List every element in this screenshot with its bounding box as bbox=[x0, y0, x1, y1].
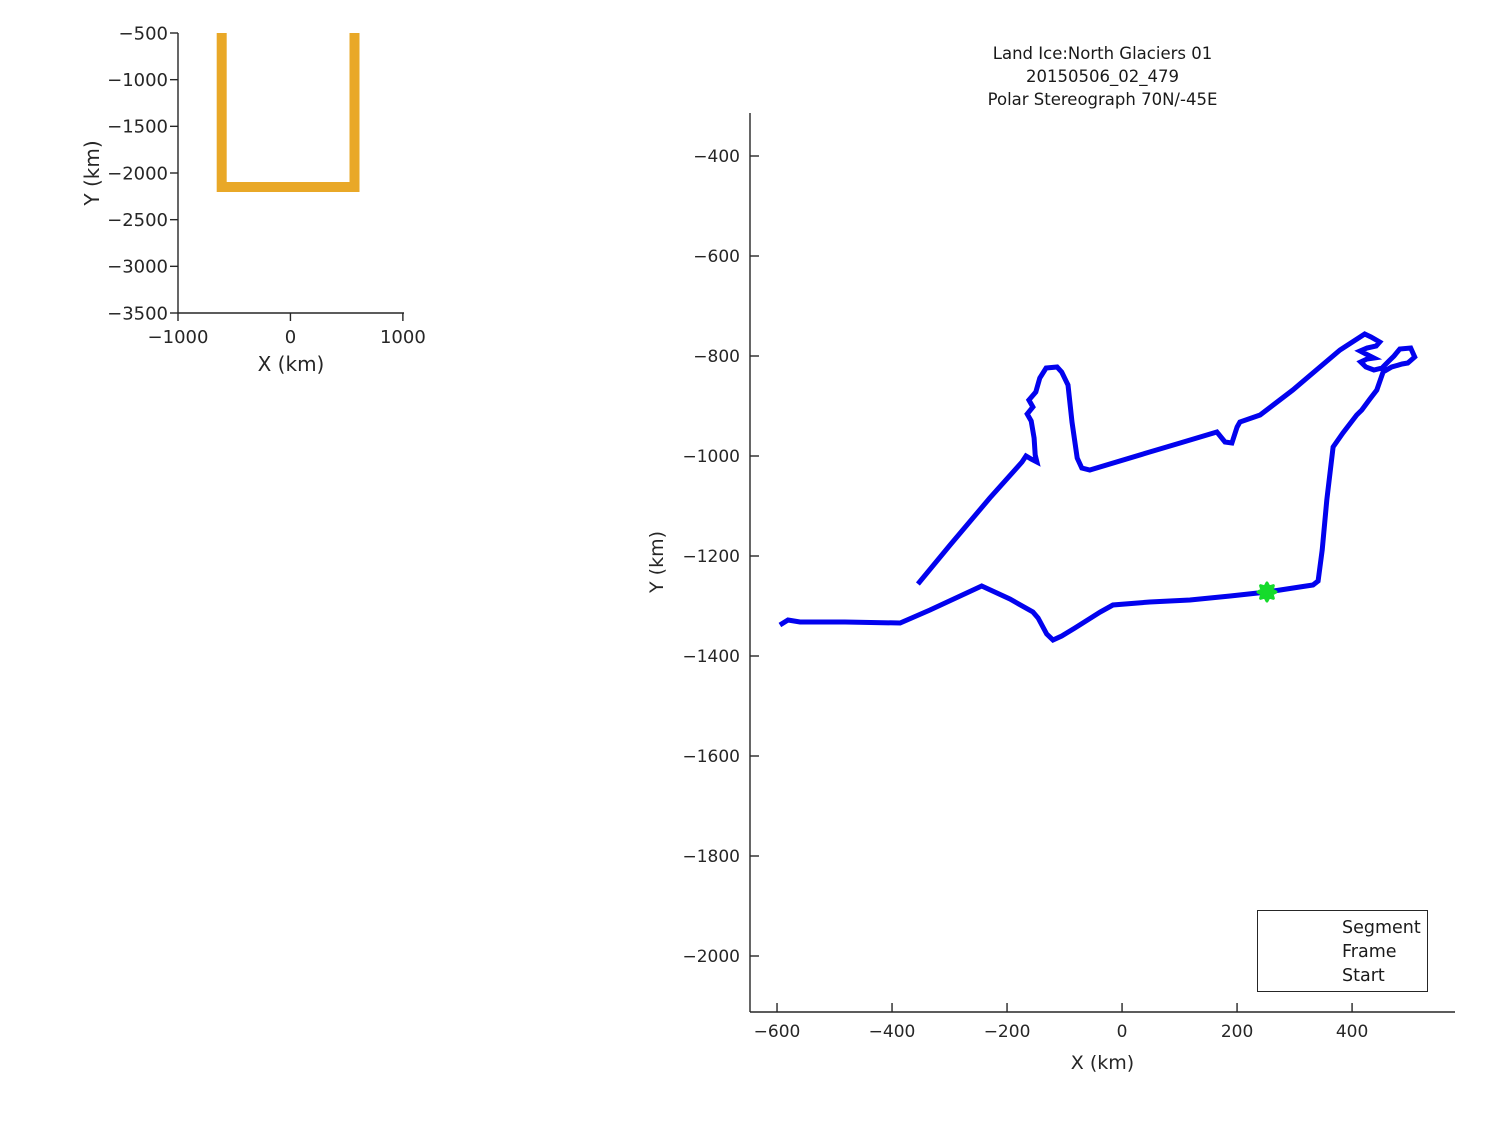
main-x-tick-label: 0 bbox=[1117, 1022, 1128, 1042]
overview-x-tick-label: 0 bbox=[285, 327, 296, 348]
overview-y-tick-label: −3000 bbox=[107, 257, 168, 278]
overview-y-tick-label: −2000 bbox=[107, 163, 168, 184]
overview-x-tick-label: −1000 bbox=[148, 327, 209, 348]
main-y-tick-label: −400 bbox=[693, 147, 740, 167]
start-marker bbox=[1256, 581, 1278, 603]
main-y-tick-label: −1800 bbox=[682, 847, 740, 867]
overview-y-tick-label: −1000 bbox=[107, 70, 168, 91]
overview-y-axis-label: Y (km) bbox=[80, 140, 104, 206]
legend-label-start: Start bbox=[1342, 966, 1385, 986]
title-line-1: Land Ice:North Glaciers 01 bbox=[992, 44, 1213, 63]
segment-path bbox=[778, 331, 1418, 643]
main-y-tick-label: −1400 bbox=[682, 647, 740, 667]
main-plot-title: Land Ice:North Glaciers 01 20150506_02_4… bbox=[750, 42, 1455, 111]
main-y-tick-label: −2000 bbox=[682, 947, 740, 967]
main-y-tick-label: −1000 bbox=[682, 447, 740, 467]
main-y-axis-label: Y (km) bbox=[646, 531, 668, 593]
main-x-tick-label: −400 bbox=[869, 1022, 916, 1042]
legend-box bbox=[1257, 910, 1428, 992]
main-x-tick-label: 200 bbox=[1221, 1022, 1253, 1042]
overview-x-tick-label: 1000 bbox=[380, 327, 426, 348]
title-line-2: 20150506_02_479 bbox=[1026, 67, 1179, 86]
legend-label-frame: Frame bbox=[1342, 942, 1397, 962]
main-x-tick-label: −600 bbox=[754, 1022, 801, 1042]
main-y-tick-label: −800 bbox=[693, 347, 740, 367]
main-x-axis-label: X (km) bbox=[1070, 1052, 1135, 1074]
overview-y-tick-label: −2500 bbox=[107, 210, 168, 231]
main-y-tick-label: −600 bbox=[693, 247, 740, 267]
overview-y-tick-label: −500 bbox=[119, 23, 168, 44]
main-y-tick-label: −1600 bbox=[682, 747, 740, 767]
overview-x-axis-label: X (km) bbox=[257, 352, 325, 376]
flight-track-overview-path bbox=[216, 33, 360, 192]
main-x-tick-label: 400 bbox=[1336, 1022, 1368, 1042]
legend-label-segment: Segment bbox=[1342, 918, 1421, 938]
title-line-3: Polar Stereograph 70N/-45E bbox=[987, 90, 1218, 109]
overview-y-tick-label: −3500 bbox=[107, 303, 168, 324]
main-x-tick-label: −200 bbox=[984, 1022, 1031, 1042]
main-y-tick-label: −1200 bbox=[682, 547, 740, 567]
overview-y-tick-label: −1500 bbox=[107, 117, 168, 138]
